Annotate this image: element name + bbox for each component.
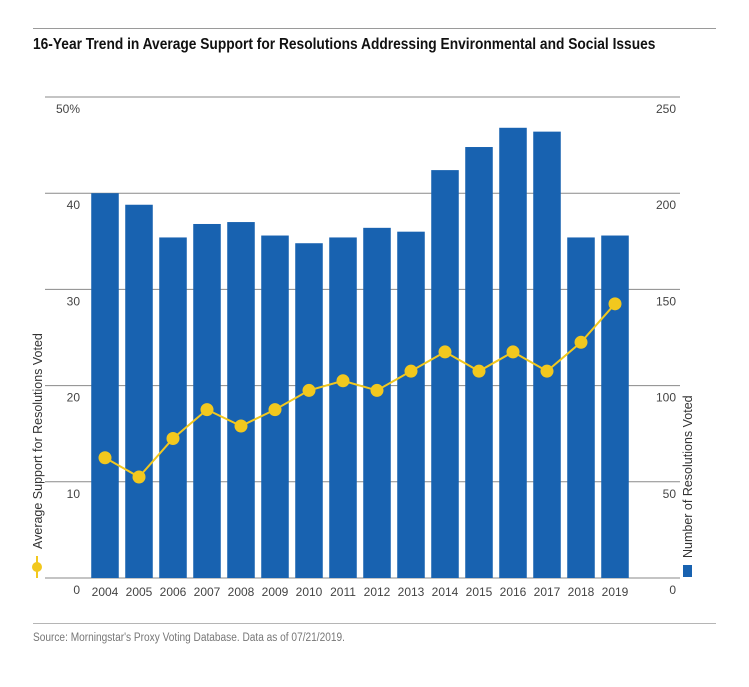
left-tick-label: 0 bbox=[73, 583, 80, 597]
right-tick-label: 100 bbox=[656, 391, 676, 405]
support-point-2010 bbox=[302, 383, 316, 397]
x-tick-label: 2017 bbox=[534, 585, 561, 599]
support-point-2004 bbox=[98, 451, 112, 465]
bar-2008 bbox=[227, 222, 255, 578]
x-tick-label: 2009 bbox=[262, 585, 289, 599]
legend-bar-swatch bbox=[683, 565, 692, 577]
x-tick-label: 2005 bbox=[126, 585, 153, 599]
support-line bbox=[104, 303, 616, 479]
left-tick-label: 10 bbox=[67, 487, 81, 501]
bar-2017 bbox=[533, 131, 561, 578]
bar-2005 bbox=[125, 204, 153, 578]
right-axis-title: Number of Resolutions Voted bbox=[681, 395, 695, 558]
support-point-2006 bbox=[166, 432, 180, 446]
x-tick-label: 2006 bbox=[160, 585, 187, 599]
support-point-2017 bbox=[540, 364, 554, 378]
right-axis-ticks: 0 50 100 150 200 250 bbox=[656, 102, 676, 597]
x-tick-label: 2010 bbox=[296, 585, 323, 599]
chart-title: 16-Year Trend in Average Support for Res… bbox=[33, 36, 656, 53]
bar-2019 bbox=[601, 235, 629, 578]
support-point-2015 bbox=[472, 364, 486, 378]
x-tick-label: 2015 bbox=[466, 585, 493, 599]
right-tick-label: 250 bbox=[656, 102, 676, 116]
x-tick-label: 2011 bbox=[330, 585, 356, 599]
x-tick-label: 2013 bbox=[398, 585, 425, 599]
x-tick-label: 2019 bbox=[602, 585, 629, 599]
right-tick-label: 50 bbox=[663, 487, 677, 501]
x-tick-label: 2016 bbox=[500, 585, 527, 599]
support-point-2007 bbox=[200, 403, 214, 417]
bar-2007 bbox=[193, 223, 221, 578]
legend-marker-symbol bbox=[32, 562, 42, 572]
line-series bbox=[98, 297, 622, 484]
left-tick-label: 50% bbox=[56, 102, 80, 116]
bar-2006 bbox=[159, 237, 187, 578]
bar-2014 bbox=[431, 170, 459, 578]
x-axis-ticks: 2004 2005 2006 2007 2008 2009 2010 2011 2012 2013… bbox=[92, 585, 629, 599]
support-point-2016 bbox=[506, 345, 520, 359]
support-point-2005 bbox=[132, 470, 146, 484]
left-axis-ticks: 0 10 20 30 40 50% bbox=[56, 102, 80, 597]
x-tick-label: 2014 bbox=[432, 585, 459, 599]
right-tick-label: 150 bbox=[656, 294, 676, 308]
bar-2012 bbox=[363, 227, 391, 578]
right-tick-label: 200 bbox=[656, 198, 676, 212]
x-tick-label: 2008 bbox=[228, 585, 255, 599]
support-point-2013 bbox=[404, 364, 418, 378]
support-point-2012 bbox=[370, 383, 384, 397]
support-point-2008 bbox=[234, 419, 248, 433]
left-tick-label: 30 bbox=[67, 294, 81, 308]
bar-2011 bbox=[329, 237, 357, 578]
bar-2015 bbox=[465, 147, 493, 579]
bar-2018 bbox=[567, 237, 595, 578]
bar-2010 bbox=[295, 243, 323, 578]
x-tick-label: 2004 bbox=[92, 585, 119, 599]
x-tick-label: 2018 bbox=[568, 585, 595, 599]
top-rule bbox=[33, 28, 716, 29]
support-point-2011 bbox=[336, 374, 350, 388]
bottom-rule bbox=[33, 623, 716, 624]
left-tick-label: 40 bbox=[67, 198, 81, 212]
right-tick-label: 0 bbox=[669, 583, 676, 597]
bar-2013 bbox=[397, 231, 425, 578]
x-tick-label: 2007 bbox=[194, 585, 221, 599]
support-point-2018 bbox=[574, 335, 588, 349]
left-axis-title: Average Support for Resolutions Voted bbox=[31, 333, 45, 549]
support-point-2014 bbox=[438, 345, 452, 359]
support-point-2009 bbox=[268, 403, 282, 417]
left-tick-label: 20 bbox=[67, 391, 81, 405]
support-point-2019 bbox=[608, 297, 622, 311]
x-tick-label: 2012 bbox=[364, 585, 391, 599]
axis-legends: Average Support for Resolutions Voted Num… bbox=[31, 333, 695, 578]
source-note: Source: Morningstar's Proxy Voting Datab… bbox=[33, 632, 345, 644]
bar-series bbox=[91, 127, 629, 579]
bar-2004 bbox=[91, 193, 119, 578]
